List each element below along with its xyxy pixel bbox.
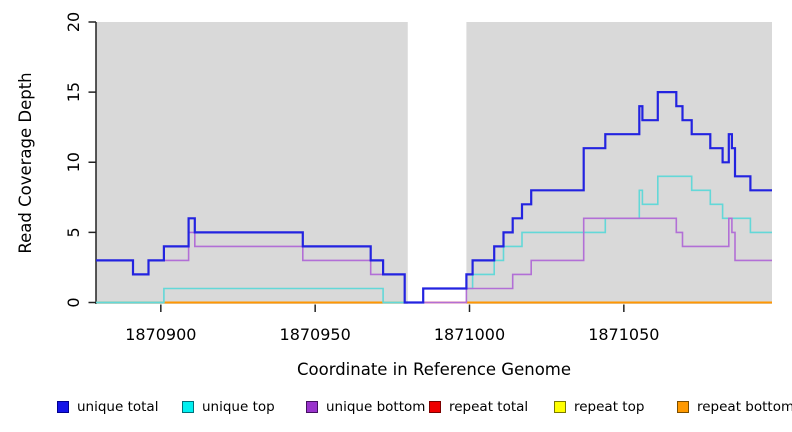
x-axis-title: Coordinate in Reference Genome <box>297 360 571 379</box>
y-axis-title: Read Coverage Depth <box>16 72 35 253</box>
legend-item-unique-total: unique total <box>57 399 158 415</box>
unique-total-swatch-icon <box>57 401 69 413</box>
repeat-top-swatch-icon <box>554 401 566 413</box>
y-tick-label: 20 <box>64 12 83 32</box>
legend-item-repeat-total: repeat total <box>429 399 528 415</box>
legend-label: unique total <box>77 399 159 415</box>
unique-bottom-swatch-icon <box>306 401 318 413</box>
y-tick-label: 5 <box>64 227 83 237</box>
repeat-bottom-swatch-icon <box>677 401 689 413</box>
x-tick-label: 1870950 <box>280 325 351 344</box>
legend-label: unique top <box>202 399 275 415</box>
x-tick-label: 1871050 <box>588 325 659 344</box>
shaded-region <box>466 22 772 304</box>
legend-label: unique bottom <box>326 399 426 415</box>
legend-item-unique-bottom: unique bottom <box>306 399 425 415</box>
shaded-region <box>96 22 408 304</box>
legend-label: repeat total <box>449 399 529 415</box>
y-tick-label: 15 <box>64 82 83 102</box>
legend-item-unique-top: unique top <box>182 399 275 415</box>
unique-top-swatch-icon <box>182 401 194 413</box>
y-tick-label: 10 <box>64 152 83 172</box>
x-tick-label: 1871000 <box>434 325 505 344</box>
legend-label: repeat bottom <box>697 399 792 415</box>
legend-label: repeat top <box>574 399 645 415</box>
repeat-total-swatch-icon <box>429 401 441 413</box>
series-line-unique-total <box>96 91 772 304</box>
y-tick-label: 0 <box>64 297 83 307</box>
legend-item-repeat-top: repeat top <box>554 399 644 415</box>
legend-item-repeat-bottom: repeat bottom <box>677 399 792 415</box>
x-tick-label: 1870900 <box>125 325 196 344</box>
